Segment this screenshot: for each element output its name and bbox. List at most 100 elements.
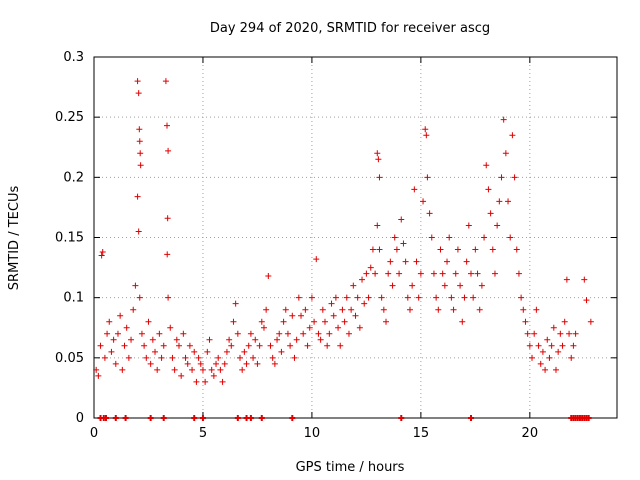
data-point <box>217 366 224 373</box>
data-point <box>570 342 577 349</box>
data-point <box>135 228 142 235</box>
data-point <box>202 378 209 385</box>
x-tick-label: 0 <box>90 426 98 441</box>
data-point <box>542 366 549 373</box>
data-point <box>99 248 106 255</box>
data-point <box>533 306 540 313</box>
data-point <box>398 216 405 223</box>
data-point <box>145 318 152 325</box>
data-point <box>239 366 246 373</box>
data-point <box>313 256 320 263</box>
data-point <box>423 132 430 139</box>
data-point <box>463 258 470 265</box>
data-point <box>112 360 119 367</box>
data-point <box>372 270 379 277</box>
data-point <box>485 186 492 193</box>
zero-marker <box>122 415 129 421</box>
data-point <box>387 258 394 265</box>
data-point <box>108 348 115 355</box>
data-point <box>396 270 403 277</box>
y-tick-label: 0.15 <box>55 231 84 246</box>
data-point <box>206 336 213 343</box>
data-point <box>481 234 488 241</box>
data-point <box>375 156 382 163</box>
data-point <box>335 324 342 331</box>
data-point <box>101 354 108 361</box>
data-point <box>319 306 326 313</box>
data-point <box>380 306 387 313</box>
data-point <box>441 282 448 289</box>
data-point <box>546 354 553 361</box>
data-point <box>400 240 407 247</box>
data-point <box>106 318 113 325</box>
zero-marker <box>247 415 254 421</box>
data-point <box>247 330 254 337</box>
x-axis-label: GPS time / hours <box>296 460 405 475</box>
data-point <box>491 270 498 277</box>
data-point <box>152 348 159 355</box>
data-point <box>289 312 296 319</box>
data-point <box>193 378 200 385</box>
zero-marker <box>258 415 265 421</box>
data-point <box>178 372 185 379</box>
data-point <box>474 270 481 277</box>
chart-title: Day 294 of 2020, SRMTID for receiver asc… <box>210 21 490 36</box>
data-point <box>164 215 171 222</box>
zero-marker <box>147 415 154 421</box>
y-tick-label: 0.25 <box>55 110 84 125</box>
data-point <box>391 234 398 241</box>
data-point <box>472 246 479 253</box>
data-point <box>550 324 557 331</box>
data-point <box>182 354 189 361</box>
data-points <box>93 78 594 385</box>
data-point <box>282 306 289 313</box>
y-tick-labels: 0 0.05 0.1 0.15 0.2 0.25 0.3 <box>55 50 84 426</box>
y-tick-label: 0.1 <box>63 291 84 306</box>
data-point <box>134 78 141 85</box>
data-point <box>409 282 416 289</box>
data-point <box>448 294 455 301</box>
y-tick-label: 0.3 <box>63 50 84 65</box>
x-tick-label: 5 <box>199 426 207 441</box>
data-point <box>189 366 196 373</box>
data-point <box>552 366 559 373</box>
data-point <box>230 318 237 325</box>
data-point <box>269 354 276 361</box>
data-point <box>195 354 202 361</box>
data-point <box>295 294 302 301</box>
data-point <box>494 222 501 229</box>
data-point <box>459 318 466 325</box>
data-point <box>134 193 141 200</box>
data-point <box>531 330 538 337</box>
data-point <box>125 354 132 361</box>
data-point <box>324 342 331 349</box>
data-point <box>171 366 178 373</box>
data-point <box>276 330 283 337</box>
data-point <box>572 330 579 337</box>
zero-marker <box>191 415 198 421</box>
data-point <box>162 78 169 85</box>
data-point <box>337 342 344 349</box>
data-point <box>280 318 287 325</box>
data-point <box>402 258 409 265</box>
data-point <box>520 306 527 313</box>
data-point <box>221 360 228 367</box>
data-point <box>509 132 516 139</box>
data-point <box>169 354 176 361</box>
data-point <box>454 246 461 253</box>
zero-marker <box>112 415 119 421</box>
data-point <box>378 294 385 301</box>
zero-marker <box>467 415 474 421</box>
data-point <box>128 336 135 343</box>
data-point <box>284 330 291 337</box>
data-point <box>245 342 252 349</box>
data-point <box>452 270 459 277</box>
data-point <box>487 210 494 217</box>
data-point <box>566 330 573 337</box>
data-point <box>287 342 294 349</box>
data-point <box>535 342 542 349</box>
data-point <box>302 306 309 313</box>
data-point <box>450 306 457 313</box>
zero-marker <box>585 415 592 421</box>
